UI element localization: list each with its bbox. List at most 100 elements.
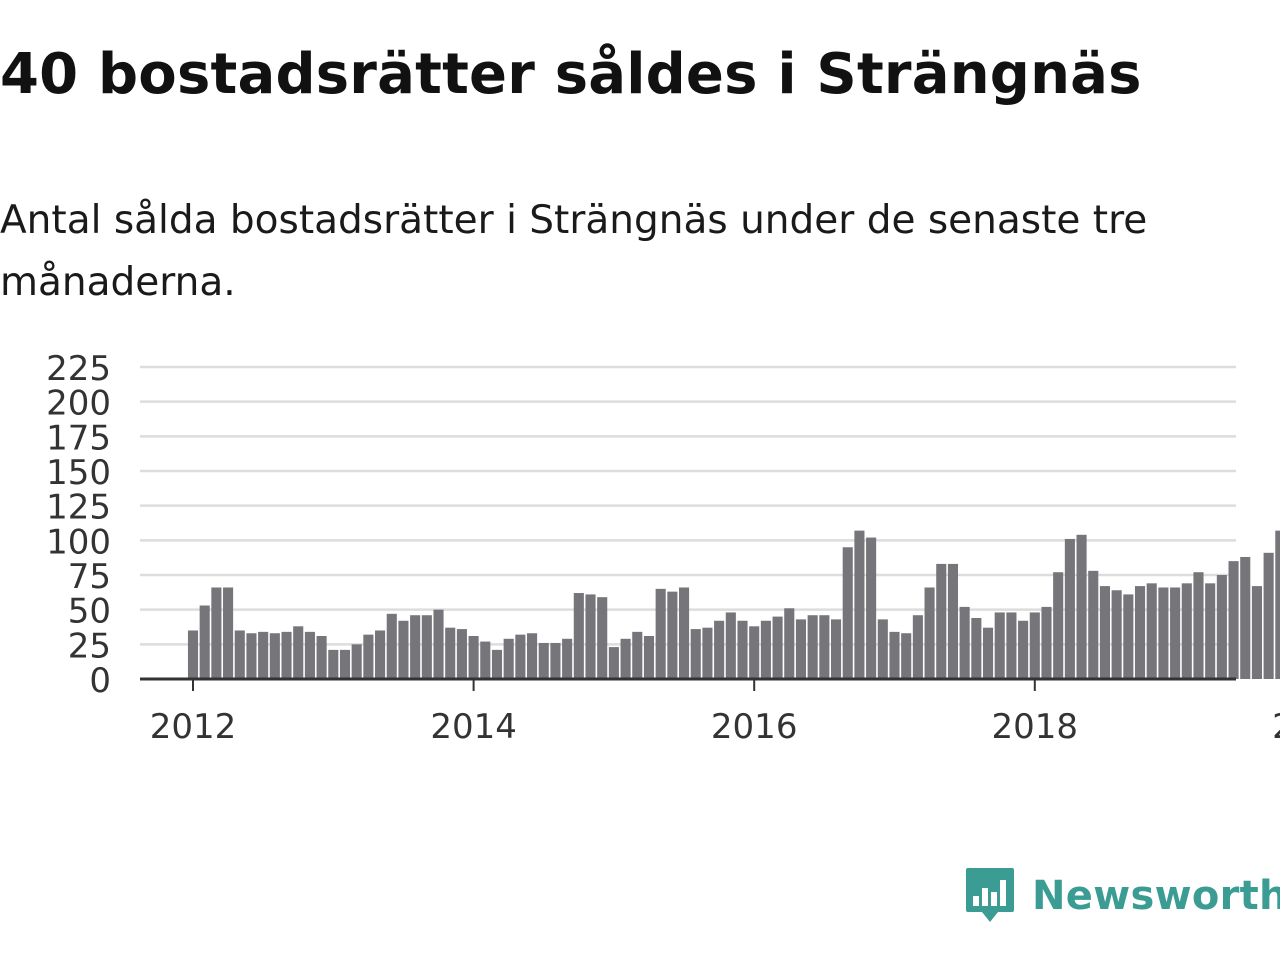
bar	[702, 627, 713, 679]
y-tick-label: 200	[46, 384, 111, 424]
bar	[421, 615, 432, 679]
bar	[269, 633, 280, 679]
bar	[1216, 575, 1227, 679]
x-tick-label: 2012	[150, 707, 237, 747]
bar	[597, 597, 608, 679]
bar	[1146, 583, 1157, 679]
bar	[1170, 587, 1181, 679]
bar	[1240, 556, 1251, 679]
x-axis-ticks: 20122014201620182020202220242026	[150, 679, 1280, 747]
bar	[1251, 586, 1262, 679]
bar	[1123, 594, 1134, 679]
bar	[1181, 583, 1192, 679]
bar	[398, 620, 409, 679]
bar	[1041, 606, 1052, 679]
chart-title: 40 bostadsrätter såldes i Strängnäs	[0, 42, 1142, 107]
bar	[714, 620, 725, 679]
bar	[199, 605, 210, 679]
bar	[854, 530, 865, 679]
bar	[737, 620, 748, 679]
bar	[515, 634, 526, 679]
bar	[456, 629, 467, 679]
bar	[1064, 538, 1075, 679]
bar	[503, 638, 514, 679]
bar	[784, 608, 795, 679]
bar	[632, 631, 643, 679]
bar	[1088, 570, 1099, 679]
bar	[760, 620, 771, 679]
bar	[643, 636, 655, 679]
bar	[608, 647, 619, 679]
bar	[947, 563, 959, 679]
x-tick-label: 2014	[430, 707, 517, 747]
bar	[994, 612, 1005, 679]
bar	[538, 642, 549, 679]
bar	[959, 606, 970, 679]
bar	[1029, 612, 1040, 679]
bar	[386, 613, 397, 679]
x-tick-label: 2020	[1272, 707, 1280, 747]
newsworthy-logo-icon	[966, 868, 1014, 922]
bar	[1158, 587, 1169, 679]
bar	[527, 633, 538, 679]
y-tick-label: 50	[68, 592, 111, 632]
bar	[304, 631, 315, 679]
bar	[375, 630, 386, 679]
bar-series	[187, 530, 1280, 679]
bar	[1018, 620, 1029, 679]
bar	[1134, 586, 1146, 679]
y-tick-label: 75	[68, 557, 111, 597]
bar	[889, 631, 900, 679]
bar	[258, 631, 269, 679]
bar	[562, 638, 573, 679]
y-tick-label: 150	[46, 453, 111, 493]
x-tick-label: 2016	[711, 707, 798, 747]
bar	[410, 615, 421, 679]
bar	[655, 588, 666, 679]
bar	[585, 594, 596, 679]
bar	[877, 619, 888, 679]
bar	[211, 587, 222, 679]
x-tick-label: 2018	[992, 707, 1079, 747]
bar	[936, 563, 947, 679]
bar	[293, 626, 304, 679]
bar	[445, 627, 456, 679]
bar	[924, 587, 935, 679]
bar	[795, 619, 807, 679]
bar	[1193, 572, 1204, 679]
bar	[363, 634, 374, 679]
bar	[1053, 572, 1064, 679]
bar	[281, 631, 292, 679]
bar	[480, 641, 491, 679]
bar	[1111, 590, 1122, 679]
y-tick-label: 125	[46, 488, 111, 528]
bar	[223, 587, 234, 679]
bar	[901, 633, 912, 679]
bar	[807, 615, 818, 679]
bar	[187, 630, 199, 679]
bar	[725, 612, 736, 679]
bar	[1228, 561, 1239, 679]
newsworthy-logo[interactable]: Newsworthy	[964, 866, 1280, 926]
y-tick-label: 25	[68, 626, 111, 666]
bar	[246, 633, 257, 679]
bar	[339, 649, 351, 679]
bar	[433, 609, 444, 679]
bar	[679, 587, 690, 679]
y-tick-label: 100	[46, 522, 111, 562]
chart-subtitle: Antal sålda bostadsrätter i Strängnäs un…	[0, 198, 1148, 305]
bar	[971, 617, 982, 679]
y-tick-label: 225	[46, 349, 111, 389]
bar	[830, 619, 842, 679]
bar	[1263, 552, 1274, 679]
bar	[819, 615, 830, 679]
y-tick-label: 175	[46, 418, 111, 458]
bar	[491, 649, 503, 679]
y-tick-label: 0	[89, 661, 111, 701]
bar	[866, 537, 877, 679]
bar	[1275, 530, 1280, 679]
brand-name: Newsworthy	[1032, 873, 1280, 919]
bar	[982, 627, 994, 679]
